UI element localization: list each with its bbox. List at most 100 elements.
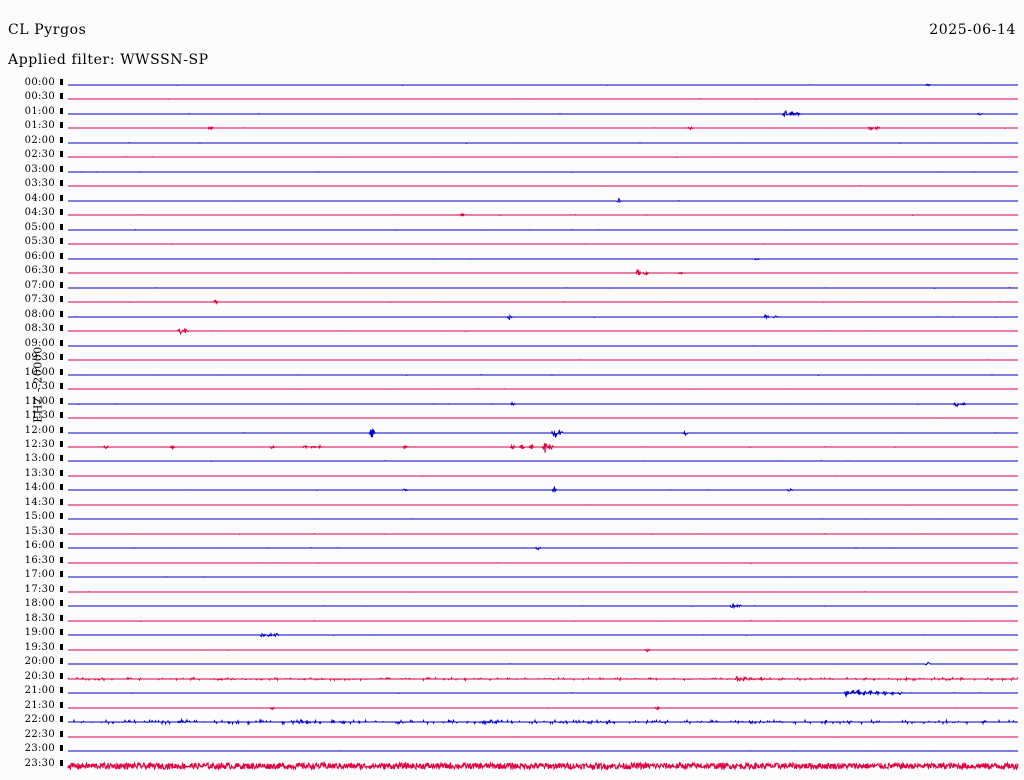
record-date: 2025-06-14 bbox=[929, 22, 1016, 38]
time-tick-label: 21:30 bbox=[24, 699, 55, 711]
time-tick-label: 13:00 bbox=[24, 453, 55, 465]
time-tick-label: 19:30 bbox=[24, 641, 55, 653]
trace-row: 14:30 bbox=[0, 497, 1024, 512]
axis-tick-mark bbox=[60, 281, 63, 288]
seismic-trace bbox=[68, 397, 1018, 411]
time-tick-label: 02:00 bbox=[24, 134, 55, 146]
seismic-trace bbox=[68, 454, 1018, 468]
axis-tick-mark bbox=[60, 165, 63, 172]
time-tick-label: 01:00 bbox=[24, 105, 55, 117]
trace-row: 12:00 bbox=[0, 425, 1024, 440]
trace-row: 10:00 bbox=[0, 367, 1024, 382]
helicorder-plot: EHZ - 20000 00:00 00:30 01:00 01:30 02:00 02:… bbox=[0, 77, 1024, 771]
seismic-trace bbox=[68, 541, 1018, 555]
applied-filter-label: Applied filter: WWSSN-SP bbox=[8, 52, 209, 68]
time-tick-label: 06:30 bbox=[24, 265, 55, 277]
axis-tick-mark bbox=[60, 672, 63, 679]
trace-row: 13:00 bbox=[0, 453, 1024, 468]
trace-row: 06:00 bbox=[0, 250, 1024, 266]
seismic-trace bbox=[68, 179, 1018, 193]
time-tick-label: 11:30 bbox=[24, 410, 55, 422]
trace-row: 02:00 bbox=[0, 134, 1024, 150]
axis-tick-mark bbox=[60, 469, 63, 476]
axis-tick-mark bbox=[60, 629, 63, 636]
axis-tick-mark bbox=[60, 368, 63, 375]
trace-row: 00:00 bbox=[0, 77, 1024, 92]
axis-tick-mark bbox=[60, 209, 63, 216]
seismic-trace bbox=[68, 121, 1018, 135]
axis-tick-mark bbox=[60, 527, 63, 534]
axis-tick-mark bbox=[60, 252, 63, 259]
time-tick-label: 22:00 bbox=[24, 714, 55, 726]
trace-row: 01:00 bbox=[0, 105, 1024, 121]
axis-tick-mark bbox=[60, 136, 63, 143]
seismic-trace bbox=[68, 599, 1018, 613]
axis-tick-mark bbox=[60, 339, 63, 346]
trace-row: 22:30 bbox=[0, 729, 1024, 744]
axis-tick-mark bbox=[60, 455, 63, 462]
axis-tick-mark bbox=[60, 238, 63, 245]
trace-row: 01:30 bbox=[0, 120, 1024, 135]
seismic-trace bbox=[68, 643, 1018, 657]
time-tick-label: 06:00 bbox=[24, 250, 55, 262]
time-tick-label: 23:00 bbox=[24, 743, 55, 755]
axis-tick-mark bbox=[60, 730, 63, 737]
time-tick-label: 04:30 bbox=[24, 207, 55, 219]
time-tick-label: 20:00 bbox=[24, 656, 55, 668]
trace-row: 08:30 bbox=[0, 323, 1024, 338]
axis-tick-mark bbox=[60, 180, 63, 187]
axis-tick-mark bbox=[60, 600, 63, 607]
time-tick-label: 08:00 bbox=[24, 308, 55, 320]
time-tick-label: 18:30 bbox=[24, 612, 55, 624]
seismic-trace bbox=[68, 556, 1018, 570]
axis-tick-mark bbox=[60, 484, 63, 491]
axis-tick-mark bbox=[60, 310, 63, 317]
trace-row: 00:30 bbox=[0, 91, 1024, 106]
axis-tick-mark bbox=[60, 759, 63, 766]
seismic-trace bbox=[68, 483, 1018, 497]
axis-tick-mark bbox=[60, 223, 63, 230]
time-tick-label: 17:30 bbox=[24, 583, 55, 595]
seismic-trace bbox=[68, 440, 1018, 454]
seismic-trace bbox=[68, 657, 1018, 671]
axis-tick-mark bbox=[60, 383, 63, 390]
time-tick-label: 03:30 bbox=[24, 178, 55, 190]
seismic-trace bbox=[68, 353, 1018, 367]
time-tick-label: 02:30 bbox=[24, 149, 55, 161]
time-tick-label: 10:30 bbox=[24, 381, 55, 393]
seismic-trace bbox=[68, 585, 1018, 599]
seismic-trace bbox=[68, 165, 1018, 179]
trace-row: 11:00 bbox=[0, 396, 1024, 411]
axis-tick-mark bbox=[60, 296, 63, 303]
trace-row: 18:30 bbox=[0, 612, 1024, 628]
seismic-trace bbox=[68, 570, 1018, 584]
time-tick-label: 15:00 bbox=[24, 511, 55, 523]
axis-tick-mark bbox=[60, 412, 63, 419]
time-tick-label: 19:00 bbox=[24, 627, 55, 639]
time-tick-label: 17:00 bbox=[24, 569, 55, 581]
trace-row: 08:00 bbox=[0, 308, 1024, 324]
seismic-trace bbox=[68, 715, 1018, 729]
seismic-trace bbox=[68, 426, 1018, 440]
axis-tick-mark bbox=[60, 267, 63, 274]
axis-tick-mark bbox=[60, 614, 63, 621]
seismic-trace bbox=[68, 295, 1018, 309]
time-tick-label: 07:30 bbox=[24, 294, 55, 306]
seismic-trace bbox=[68, 266, 1018, 280]
time-tick-label: 03:00 bbox=[24, 163, 55, 175]
axis-tick-mark bbox=[60, 498, 63, 505]
trace-row: 20:30 bbox=[0, 670, 1024, 686]
seismic-trace bbox=[68, 194, 1018, 208]
trace-row: 09:00 bbox=[0, 338, 1024, 353]
axis-tick-mark bbox=[60, 513, 63, 520]
time-tick-label: 00:00 bbox=[24, 77, 55, 88]
seismic-trace bbox=[68, 208, 1018, 222]
trace-row: 05:00 bbox=[0, 222, 1024, 237]
trace-row: 23:30 bbox=[0, 758, 1024, 773]
seismic-trace bbox=[67, 759, 1019, 773]
axis-tick-mark bbox=[60, 716, 63, 723]
time-tick-label: 20:30 bbox=[24, 670, 55, 682]
seismic-trace bbox=[68, 614, 1018, 628]
trace-row: 07:00 bbox=[0, 280, 1024, 295]
seismic-trace bbox=[68, 730, 1018, 744]
